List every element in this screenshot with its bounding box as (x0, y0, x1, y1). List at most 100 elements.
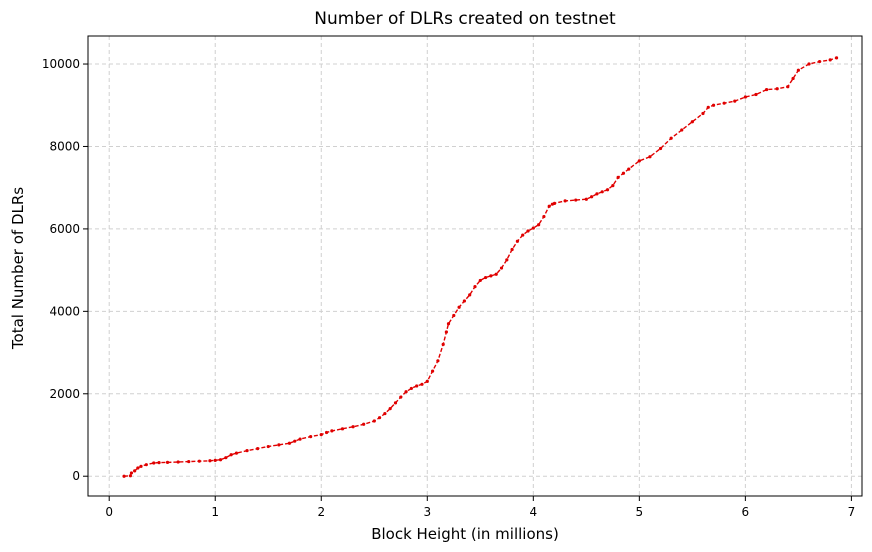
data-point (648, 155, 652, 159)
chart-title: Number of DLRs created on testnet (314, 9, 616, 29)
data-point (510, 247, 514, 252)
data-point (122, 474, 126, 478)
data-point (669, 136, 673, 140)
data-point (176, 460, 180, 464)
data-point (245, 449, 249, 453)
data-point (584, 197, 588, 201)
data-point (563, 199, 567, 203)
data-point (187, 459, 191, 464)
data-point (256, 446, 260, 451)
data-point (393, 401, 398, 405)
data-point (796, 68, 800, 72)
y-tick-label: 4000 (49, 304, 80, 318)
data-point (611, 184, 615, 188)
series-line (123, 57, 837, 477)
data-point (489, 274, 493, 278)
data-point (478, 278, 482, 283)
data-point (786, 85, 790, 89)
data-point (754, 92, 758, 97)
data-point (165, 460, 170, 465)
x-axis-label: Block Height (in millions) (371, 525, 559, 543)
data-point (293, 439, 297, 443)
data-point (834, 56, 839, 60)
data-point (144, 463, 148, 467)
data-point (542, 214, 546, 219)
data-point (627, 167, 631, 171)
data-point (484, 275, 488, 280)
y-tick-label: 0 (72, 469, 80, 483)
data-point (595, 192, 599, 196)
data-point (330, 429, 334, 433)
data-point (590, 195, 594, 199)
data-point (298, 437, 302, 441)
y-axis-label: Total Number of DLRs (9, 187, 27, 350)
data-point (446, 322, 451, 326)
data-point (136, 466, 140, 470)
data-point (658, 146, 663, 151)
data-point (213, 458, 217, 462)
data-point (791, 76, 795, 81)
data-point (515, 239, 520, 243)
data-point (128, 474, 133, 478)
x-tick-label: 4 (529, 505, 537, 519)
data-point (372, 419, 376, 423)
data-point (637, 159, 641, 163)
y-axis-ticks: 0 2000 4000 6000 8000 10000 (42, 57, 88, 483)
data-point (621, 171, 626, 175)
data-point (441, 342, 445, 346)
data-point (444, 330, 448, 334)
data-point (743, 95, 747, 99)
data-point (208, 459, 212, 463)
x-tick-label: 6 (742, 505, 750, 519)
grid-lines (88, 36, 862, 496)
x-tick-label: 5 (636, 505, 644, 519)
data-point (690, 120, 694, 124)
y-tick-label: 6000 (49, 222, 80, 236)
data-point (399, 395, 403, 399)
data-point (425, 379, 429, 384)
data-point (828, 58, 832, 62)
data-point (129, 471, 134, 475)
data-point (340, 427, 345, 431)
data-point (287, 441, 292, 445)
data-point (494, 272, 498, 276)
data-point (547, 204, 551, 208)
data-point (616, 175, 620, 179)
x-tick-label: 7 (848, 505, 856, 519)
data-point (377, 416, 382, 420)
y-tick-label: 2000 (49, 387, 80, 401)
y-tick-label: 10000 (42, 57, 80, 71)
x-tick-label: 1 (211, 505, 219, 519)
data-point (277, 443, 281, 447)
data-point (537, 223, 541, 227)
data-point (351, 425, 355, 429)
x-tick-label: 2 (317, 505, 325, 519)
data-point (409, 386, 413, 391)
data-point (574, 198, 578, 202)
data-point (531, 226, 535, 230)
x-tick-label: 0 (105, 505, 113, 519)
data-point (473, 285, 477, 289)
data-point (521, 233, 525, 237)
data-point (430, 369, 435, 373)
data-point (224, 456, 228, 460)
data-point (420, 382, 424, 386)
data-point (605, 188, 610, 192)
data-point (362, 422, 366, 426)
data-point (404, 390, 408, 394)
data-point (680, 128, 684, 132)
data-point (457, 305, 461, 309)
data-point (157, 461, 161, 465)
data-point (197, 459, 201, 463)
data-point (764, 87, 769, 92)
data-point (383, 411, 387, 416)
data-point (218, 458, 223, 462)
data-point (309, 435, 313, 439)
x-tick-label: 3 (423, 505, 431, 519)
data-point (388, 407, 392, 411)
data-point (817, 59, 822, 64)
data-point (436, 359, 440, 363)
data-point (266, 444, 270, 449)
series-dlr-count (122, 56, 839, 478)
